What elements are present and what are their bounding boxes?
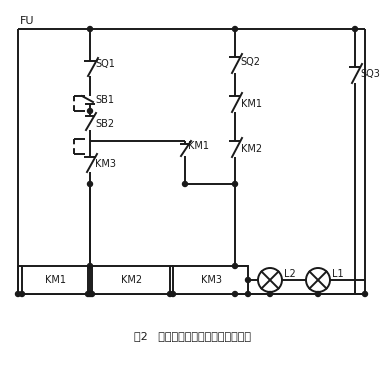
- Circle shape: [89, 291, 94, 297]
- Circle shape: [88, 291, 93, 297]
- Text: KM3: KM3: [95, 159, 116, 169]
- Circle shape: [258, 268, 282, 292]
- Text: L1: L1: [332, 269, 344, 279]
- Bar: [173, 266, 248, 294]
- Text: FU: FU: [20, 16, 35, 26]
- Text: 图2   球磨机变频调速改造控制电路图: 图2 球磨机变频调速改造控制电路图: [134, 331, 250, 341]
- Text: KM2: KM2: [121, 275, 142, 285]
- Text: KM1: KM1: [188, 141, 209, 151]
- Text: KM1: KM1: [241, 99, 262, 109]
- Circle shape: [316, 291, 321, 297]
- Circle shape: [15, 291, 20, 297]
- Circle shape: [167, 291, 172, 297]
- Bar: [22, 266, 88, 294]
- Circle shape: [245, 291, 250, 297]
- Circle shape: [232, 181, 237, 187]
- Circle shape: [268, 291, 273, 297]
- Bar: [92, 266, 170, 294]
- Text: SB1: SB1: [95, 95, 114, 105]
- Circle shape: [232, 27, 237, 31]
- Circle shape: [232, 264, 237, 269]
- Circle shape: [353, 27, 358, 31]
- Circle shape: [182, 181, 187, 187]
- Circle shape: [88, 108, 93, 113]
- Text: L2: L2: [284, 269, 296, 279]
- Text: KM2: KM2: [241, 144, 262, 154]
- Text: KM1: KM1: [45, 275, 66, 285]
- Text: SQ1: SQ1: [95, 59, 115, 69]
- Text: SQ3: SQ3: [360, 69, 380, 79]
- Circle shape: [88, 264, 93, 269]
- Circle shape: [88, 27, 93, 31]
- Text: SB2: SB2: [95, 119, 114, 129]
- Text: SQ2: SQ2: [240, 57, 260, 67]
- Circle shape: [20, 291, 25, 297]
- Circle shape: [88, 181, 93, 187]
- Circle shape: [245, 278, 250, 282]
- Text: KM3: KM3: [200, 275, 222, 285]
- Circle shape: [170, 291, 175, 297]
- Circle shape: [306, 268, 330, 292]
- Circle shape: [232, 291, 237, 297]
- Circle shape: [362, 291, 367, 297]
- Circle shape: [86, 291, 91, 297]
